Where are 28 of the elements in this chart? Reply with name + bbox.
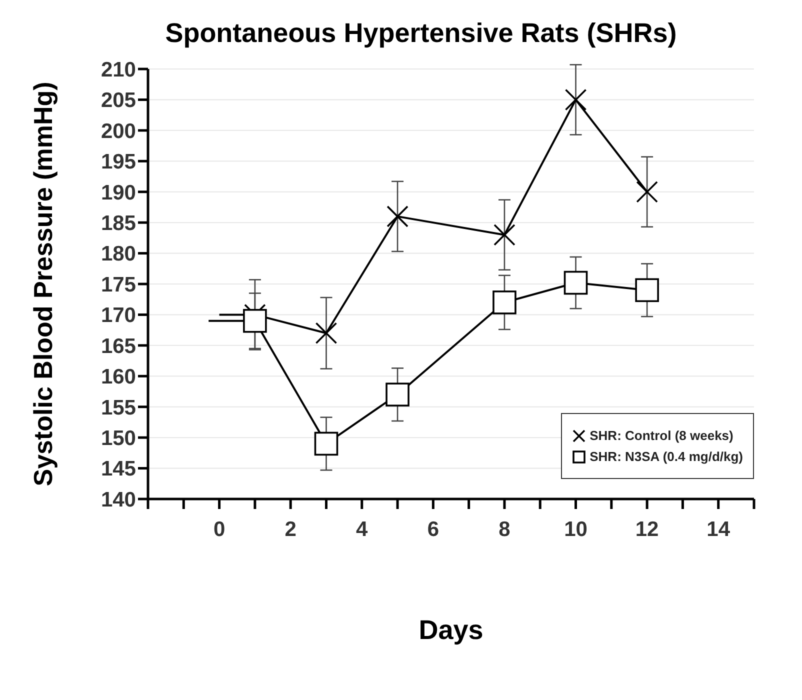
y-tick-label: 170 — [100, 304, 136, 328]
y-tick-label: 200 — [100, 120, 136, 143]
y-tick-label: 145 — [100, 458, 136, 481]
y-tick-label: 150 — [100, 427, 136, 450]
y-tick-label: 205 — [100, 89, 136, 112]
y-tick-label: 165 — [100, 334, 136, 358]
x-tick-label: 6 — [427, 518, 440, 541]
x-tick-label: 8 — [498, 518, 511, 541]
x-tick-label: 4 — [356, 518, 368, 541]
x-tick-label: 2 — [284, 518, 296, 541]
x-axis-title: Days — [418, 615, 484, 645]
y-tick-label: 210 — [100, 58, 136, 82]
x-tick-label: 14 — [706, 518, 730, 541]
chart-title: Spontaneous Hypertensive Rats (SHRs) — [164, 18, 678, 49]
y-tick-label: 195 — [100, 150, 136, 174]
y-tick-label: 175 — [100, 273, 136, 296]
y-tick-label: 155 — [100, 396, 136, 420]
y-tick-label: 180 — [100, 242, 136, 266]
y-tick-label: 190 — [100, 181, 136, 204]
y-axis-title: Systolic Blood Pressure (mmHg) — [28, 82, 58, 486]
y-tick-label: 140 — [100, 488, 136, 512]
y-tick-label: 160 — [100, 366, 136, 389]
y-tick-label: 185 — [100, 212, 136, 236]
legend-label: SHR: Control (8 weeks) — [590, 428, 734, 443]
x-tick-label: 10 — [564, 518, 588, 541]
legend-label: SHR: N3SA (0.4 mg/d/kg) — [590, 449, 743, 464]
x-tick-label: 0 — [213, 518, 226, 541]
x-tick-label: 12 — [635, 518, 659, 541]
